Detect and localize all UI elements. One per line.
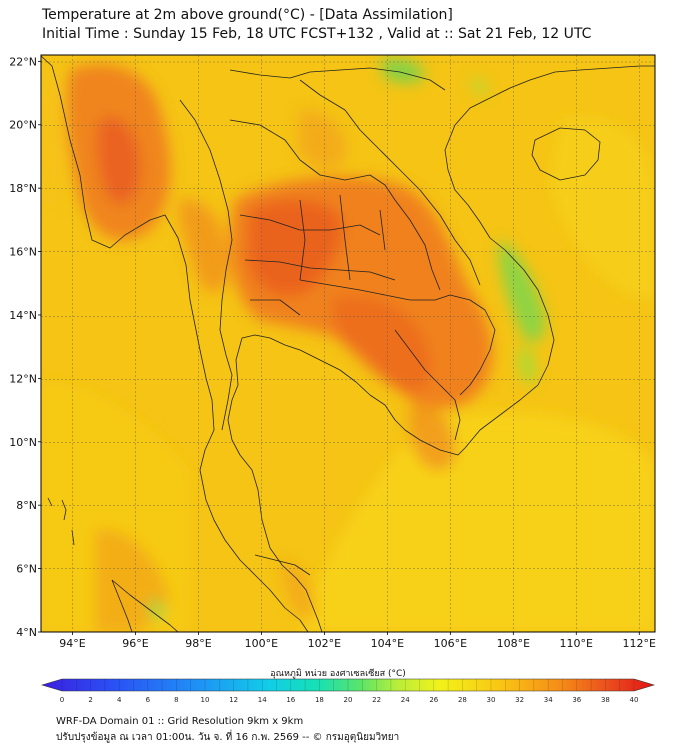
footer-line-1: WRF-DA Domain 01 :: Grid Resolution 9km … (56, 716, 304, 727)
latitude-axis: 4°N 6°N 8°N 10°N 12°N 14°N 16°N 18°N 20°N 22°N (9, 55, 41, 639)
coastline-sumatra (111, 579, 179, 632)
colorbar-tick-label: 6 (146, 696, 151, 704)
border-laos-vietnam (299, 79, 481, 286)
colorbar-tick-label: 30 (487, 696, 496, 704)
lon-label: 104°E (371, 637, 404, 650)
border-malaysia (254, 554, 311, 576)
colorbar-tick-label: 16 (286, 696, 295, 704)
lon-label: 100°E (245, 637, 278, 650)
lon-label: 96°E (122, 637, 148, 650)
colorbar-tick-label: 0 (60, 696, 64, 704)
colorbar-tick-label: 32 (515, 696, 524, 704)
longitude-axis: 94°E 96°E 98°E 100°E 102°E 104°E 106°E 108°E 110… (59, 632, 656, 650)
colorbar-tick-label: 22 (372, 696, 381, 704)
temperature-shading (41, 58, 655, 632)
border-internal-thai (239, 194, 396, 316)
coastline-gulf (227, 337, 323, 632)
colorbar-bar (40, 678, 656, 692)
colorbar-tick-label: 20 (344, 696, 353, 704)
colorbar-tick-label: 26 (429, 696, 438, 704)
colorbar: 0 2 4 6 8 10 12 14 16 18 20 22 24 26 28 30 32 34 36 38 40 (40, 678, 656, 704)
colorbar-tick-label: 18 (315, 696, 324, 704)
lon-label: 110°E (560, 637, 593, 650)
colorbar-tick-label: 2 (88, 696, 92, 704)
lon-label: 94°E (59, 637, 85, 650)
lon-label: 106°E (434, 637, 467, 650)
lat-label: 4°N (16, 626, 37, 639)
lat-label: 14°N (9, 309, 37, 322)
border-myanmar-thailand (179, 99, 233, 431)
colorbar-ticks: 0 2 4 6 8 10 12 14 16 18 20 22 24 26 28 30 32 34 36 38 40 (60, 679, 639, 704)
colorbar-tick-label: 28 (458, 696, 467, 704)
coastline-hainan (531, 127, 601, 181)
lat-label: 18°N (9, 182, 37, 195)
title-line-1: Temperature at 2m above ground(°C) - [Da… (42, 7, 453, 23)
colorbar-tick-label: 4 (117, 696, 122, 704)
coastlines-borders (41, 55, 655, 632)
coastline-mainland (41, 55, 309, 632)
title-line-2: Initial Time : Sunday 15 Feb, 18 UTC FCS… (42, 26, 592, 42)
map-frame (40, 54, 656, 633)
lat-label: 20°N (9, 119, 37, 132)
coastline-vietnam (444, 65, 655, 449)
lat-label: 22°N (9, 55, 37, 68)
coastline-gulf-top (241, 334, 466, 456)
border-thailand-cambodia (299, 279, 496, 396)
footer-line-2: ปรับปรุงข้อมูล ณ เวลา 01:00น. วัน จ. ที่… (56, 732, 400, 743)
graticule (41, 55, 655, 632)
border-china (229, 67, 446, 91)
colorbar-tick-label: 36 (572, 696, 581, 704)
lat-label: 16°N (9, 246, 37, 259)
colorbar-tick-label: 12 (229, 696, 238, 704)
colorbar-tick-label: 8 (174, 696, 178, 704)
lon-label: 108°E (497, 637, 530, 650)
colorbar-tick-label: 38 (601, 696, 610, 704)
lat-label: 10°N (9, 436, 37, 449)
colorbar-tick-label: 10 (201, 696, 210, 704)
lat-label: 6°N (16, 563, 37, 576)
lon-label: 98°E (185, 637, 211, 650)
border-cambodia-vietnam (394, 329, 461, 441)
colorbar-caption: อุณหภูมิ หน่วย องศาเซลเซียส (°C) (270, 669, 406, 679)
lat-label: 8°N (16, 499, 37, 512)
colorbar-tick-label: 14 (258, 696, 267, 704)
colorbar-tick-label: 34 (544, 696, 553, 704)
temperature-field (41, 55, 655, 632)
colorbar-tick-label: 40 (630, 696, 639, 704)
lat-label: 12°N (9, 372, 37, 385)
lon-label: 102°E (308, 637, 341, 650)
border-thailand-laos (229, 119, 441, 291)
lon-label: 112°E (623, 637, 656, 650)
colorbar-tick-label: 24 (401, 696, 410, 704)
